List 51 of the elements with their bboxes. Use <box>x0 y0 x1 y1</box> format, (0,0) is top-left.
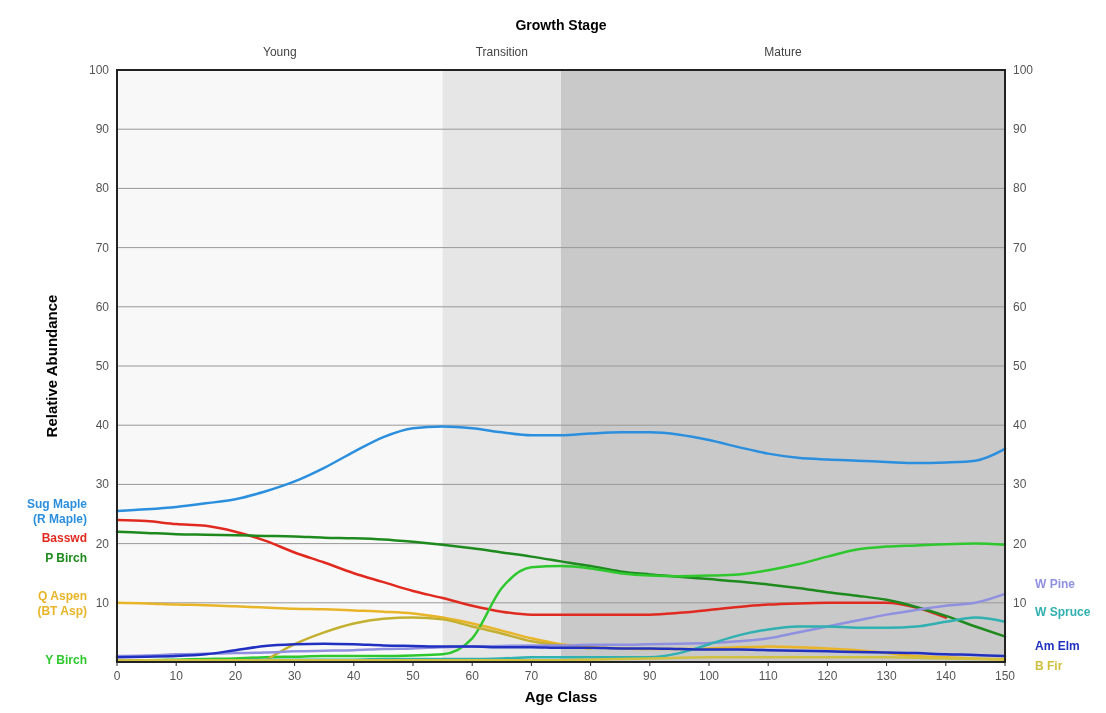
text: W Spruce <box>1035 604 1091 619</box>
y-tick-label: 10 <box>95 595 110 610</box>
band-label: Transition <box>475 45 528 59</box>
y-tick-label: 90 <box>95 122 110 137</box>
y2-tick-label: 30 <box>1013 477 1027 492</box>
x-tick-label: 150 <box>994 669 1016 683</box>
y-tick-label: 40 <box>95 418 110 433</box>
text: Y Birch <box>45 653 87 668</box>
y2-tick-label: 10 <box>1013 595 1027 610</box>
x-tick-label: 90 <box>643 669 657 683</box>
x-tick-label: 60 <box>465 669 480 683</box>
x-tick-label: 140 <box>935 669 957 683</box>
x-tick-label: 120 <box>817 669 838 683</box>
x-tick-label: 100 <box>698 669 720 683</box>
x-tick-label: 130 <box>876 669 897 683</box>
y2-tick-label: 60 <box>1013 299 1027 314</box>
x-tick-label: 10 <box>169 669 184 683</box>
x-tick-label: 40 <box>347 669 361 683</box>
x-tick-label: 20 <box>228 669 243 683</box>
y-tick-label: 100 <box>88 63 110 77</box>
text: P Birch <box>45 551 87 566</box>
y-tick-label: 50 <box>95 359 110 373</box>
y2-tick-label: 20 <box>1013 536 1027 551</box>
x-tick-label: 70 <box>524 669 539 683</box>
y-tick-label: 20 <box>95 536 110 551</box>
y2-tick-label: 50 <box>1013 359 1027 373</box>
x-tick-label: 0 <box>113 669 121 683</box>
text: Basswd <box>41 531 87 546</box>
text: W Pine <box>1035 576 1076 591</box>
x-axis-title: Age Class <box>524 688 598 705</box>
y2-tick-label: 40 <box>1013 418 1027 433</box>
y-tick-label: 30 <box>95 477 110 492</box>
y-tick-label: 80 <box>95 181 110 196</box>
y2-tick-label: 100 <box>1013 63 1034 77</box>
band-label: Young <box>263 45 297 59</box>
text: Sug Maple (R Maple) <box>26 497 88 527</box>
y2-tick-label: 90 <box>1013 122 1027 137</box>
y-axis-title: Relative Abundance <box>43 294 60 438</box>
x-tick-label: 110 <box>758 669 779 683</box>
text: Am Elm <box>1035 639 1080 653</box>
x-tick-label: 30 <box>287 669 302 683</box>
x-tick-label: 50 <box>406 669 420 683</box>
y-tick-label: 60 <box>95 299 110 314</box>
text: Q Aspen (BT Asp) <box>37 588 87 618</box>
x-tick-label: 80 <box>583 669 598 683</box>
text: B Fir <box>1035 659 1063 673</box>
y2-tick-label: 80 <box>1013 181 1027 196</box>
band-label: Mature <box>764 45 802 59</box>
y2-tick-label: 70 <box>1013 240 1027 255</box>
chart-title: Growth Stage <box>515 17 607 33</box>
y-tick-label: 70 <box>95 240 110 255</box>
